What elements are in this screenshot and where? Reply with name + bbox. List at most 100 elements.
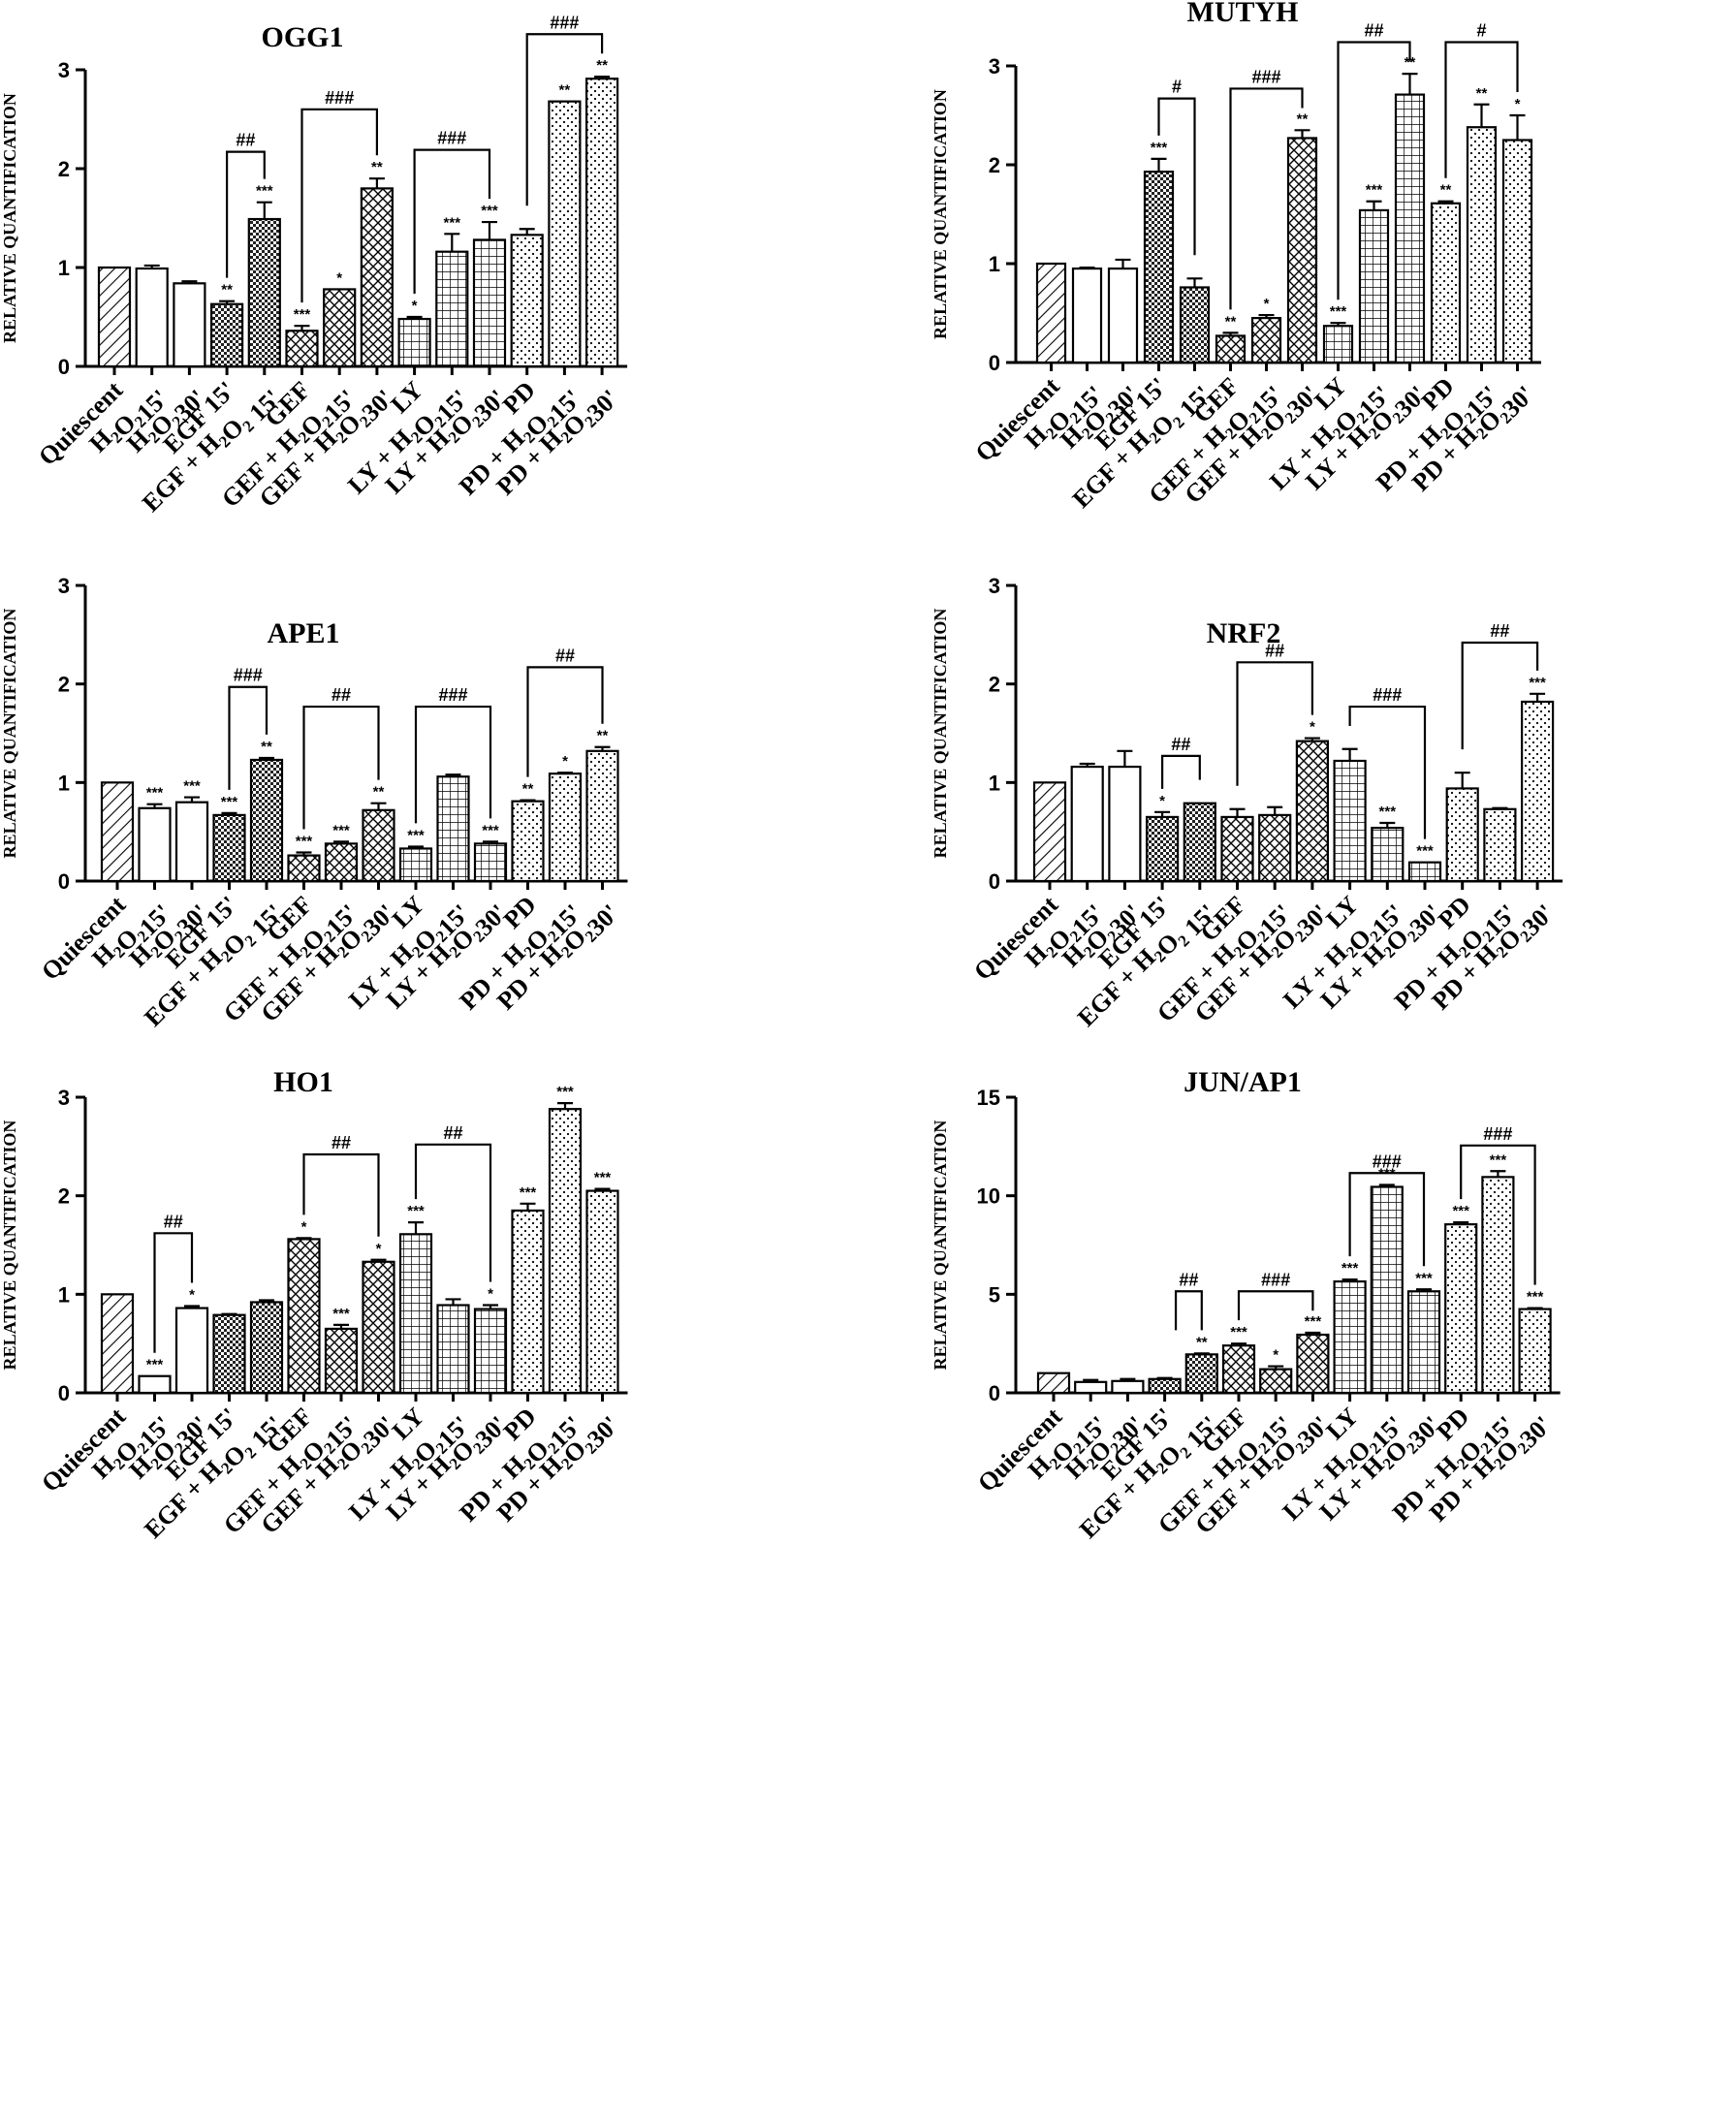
significance-label: *** <box>183 778 201 795</box>
significance-label: * <box>301 1218 307 1235</box>
chart-title: OGG1 <box>261 21 343 53</box>
bar <box>1111 1379 1145 1395</box>
y-tick-label: 1 <box>58 771 70 795</box>
bar <box>1145 815 1180 883</box>
bar <box>436 775 470 883</box>
significance-label: *** <box>294 306 311 323</box>
significance-bracket <box>1229 87 1304 310</box>
error-bar <box>1151 157 1167 173</box>
bar <box>1466 126 1498 364</box>
significance-bracket <box>526 666 604 777</box>
error-bar <box>1402 73 1418 95</box>
bar <box>285 330 319 368</box>
error-bar <box>1492 806 1508 809</box>
significance-bracket <box>1337 41 1411 300</box>
bar <box>1074 1380 1108 1395</box>
bar <box>1445 787 1479 883</box>
error-bar <box>445 773 461 777</box>
bar <box>1258 813 1292 883</box>
significance-label: *** <box>332 1306 350 1322</box>
error-bar <box>408 1221 424 1235</box>
bar <box>548 773 583 883</box>
error-bar <box>143 264 160 269</box>
error-bar <box>1454 772 1470 789</box>
bar <box>1032 781 1067 883</box>
significance-label: ** <box>522 781 534 798</box>
error-bar <box>594 745 611 751</box>
bracket-label: ### <box>325 88 354 108</box>
bar <box>585 1189 619 1395</box>
error-bar <box>1341 747 1358 761</box>
bar <box>1333 759 1367 883</box>
bar <box>138 1374 172 1395</box>
bracket-label: ## <box>555 646 575 665</box>
error-bar <box>368 177 385 189</box>
bar <box>1430 202 1462 364</box>
error-bar <box>181 280 198 284</box>
error-bar <box>370 802 387 810</box>
error-bar <box>221 1312 237 1315</box>
significance-label: *** <box>1341 1260 1359 1277</box>
significance-label: ** <box>221 282 233 299</box>
error-bar <box>1341 1277 1358 1282</box>
significance-label: ** <box>373 784 385 801</box>
y-tick-label: 2 <box>58 1184 70 1209</box>
bar <box>362 1260 395 1395</box>
bar <box>548 100 582 368</box>
y-axis-label: RELATIVE QUANTIFICATION <box>0 609 19 859</box>
significance-label: * <box>1515 96 1521 112</box>
significance-label: *** <box>256 183 273 200</box>
bracket-label: ### <box>234 666 263 685</box>
significance-bracket <box>302 1152 380 1237</box>
bar <box>398 1233 433 1395</box>
error-bar <box>1231 1342 1247 1346</box>
y-tick-label: 0 <box>989 1381 1000 1405</box>
significance-bracket <box>1348 1172 1426 1267</box>
bracket-label: ### <box>550 13 579 32</box>
error-bar <box>221 811 237 815</box>
bracket-label: ## <box>1265 641 1284 660</box>
bar <box>247 217 281 368</box>
significance-label: *** <box>520 1184 537 1201</box>
error-bar <box>1117 749 1133 768</box>
bar <box>362 808 395 883</box>
y-tick-label: 0 <box>58 355 70 379</box>
significance-label: * <box>562 753 568 770</box>
bracket-label: ### <box>1261 1270 1290 1289</box>
y-tick-label: 3 <box>58 58 70 82</box>
bar <box>135 267 169 368</box>
significance-label: *** <box>1151 140 1168 156</box>
error-bar <box>445 1298 461 1306</box>
significance-bracket <box>525 33 604 206</box>
error-bar <box>483 1304 498 1309</box>
bracket-label: # <box>1172 78 1182 97</box>
significance-bracket <box>413 148 491 294</box>
bracket-label: ## <box>236 131 255 150</box>
bar <box>212 1313 246 1395</box>
significance-label: ** <box>1476 85 1488 102</box>
bar <box>1501 139 1533 364</box>
y-axis-label: RELATIVE QUANTIFICATION <box>931 609 950 859</box>
error-bar <box>1120 1377 1136 1381</box>
bar <box>324 842 359 883</box>
significance-bracket <box>1236 661 1313 786</box>
y-tick-label: 5 <box>989 1282 1000 1307</box>
chart-title: NRF2 <box>1207 617 1281 649</box>
bar <box>323 288 357 368</box>
bracket-label: ### <box>1373 685 1402 705</box>
bar <box>398 847 433 883</box>
bracket-label: ## <box>1364 21 1383 41</box>
bar <box>1107 268 1139 364</box>
bracket-label: ## <box>331 685 351 705</box>
significance-label: *** <box>1527 1289 1544 1306</box>
y-tick-label: 15 <box>977 1086 1000 1110</box>
significance-label: * <box>189 1287 195 1304</box>
error-bar <box>1437 200 1454 204</box>
error-bar <box>520 799 536 802</box>
error-bar <box>296 1237 312 1240</box>
bar <box>1370 1185 1404 1395</box>
significance-label: *** <box>594 1170 612 1186</box>
error-bar <box>1490 1170 1506 1178</box>
